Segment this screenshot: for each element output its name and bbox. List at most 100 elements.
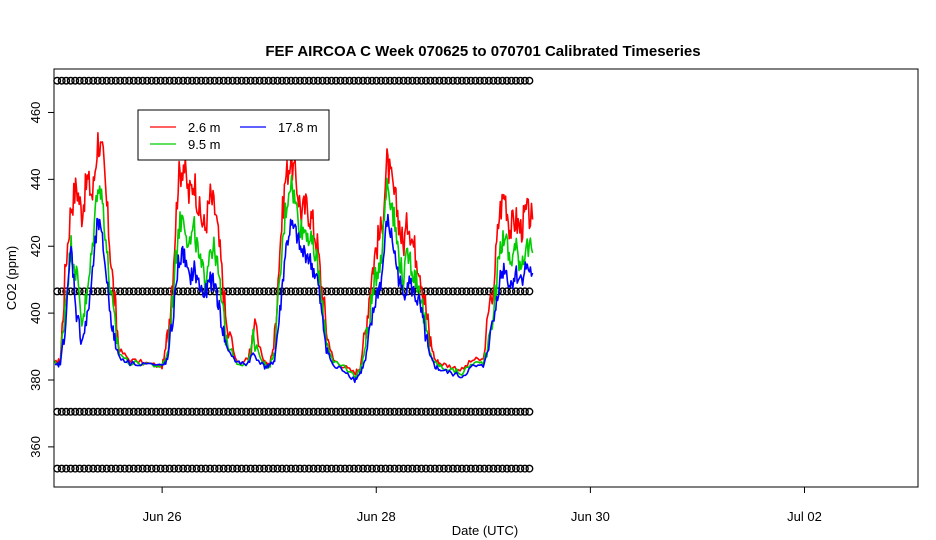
marker-point [484, 464, 493, 473]
marker-point [134, 287, 143, 296]
marker-point [228, 287, 237, 296]
marker-point [498, 407, 507, 416]
marker-point [457, 76, 466, 85]
marker-point [502, 287, 511, 296]
marker-point [435, 407, 444, 416]
marker-point [102, 464, 111, 473]
marker-point [359, 76, 368, 85]
marker-point [381, 76, 390, 85]
marker-point [147, 76, 156, 85]
y-tick-label: 420 [28, 235, 43, 257]
marker-point [120, 76, 129, 85]
marker-point [457, 407, 466, 416]
marker-point [57, 407, 66, 416]
marker-point [493, 76, 502, 85]
marker-point [224, 407, 233, 416]
marker-point [134, 407, 143, 416]
marker-point [233, 76, 242, 85]
x-tick-label: Jun 30 [571, 509, 610, 524]
marker-point [251, 464, 260, 473]
marker-point [525, 464, 534, 473]
marker-point [345, 464, 354, 473]
marker-point [305, 287, 314, 296]
marker-point [332, 287, 341, 296]
marker-point [318, 76, 327, 85]
marker-point [448, 464, 457, 473]
marker-point [80, 76, 89, 85]
marker-point [323, 407, 332, 416]
marker-point [197, 76, 206, 85]
marker-point [475, 464, 484, 473]
marker-point [116, 464, 125, 473]
marker-point [111, 76, 120, 85]
marker-point [237, 287, 246, 296]
marker-point [430, 407, 439, 416]
marker-point [287, 287, 296, 296]
marker-point [116, 287, 125, 296]
marker-point [493, 407, 502, 416]
marker-point [237, 407, 246, 416]
marker-point [71, 407, 80, 416]
marker-point [462, 76, 471, 85]
marker-point [525, 407, 534, 416]
marker-point [350, 76, 359, 85]
marker-point [435, 287, 444, 296]
marker-point [525, 287, 534, 296]
marker-point [156, 287, 165, 296]
marker-point [296, 287, 305, 296]
marker-point [453, 76, 462, 85]
marker-point [287, 407, 296, 416]
marker-point [332, 76, 341, 85]
marker-point [62, 464, 71, 473]
marker-point [255, 407, 264, 416]
marker-point [152, 287, 161, 296]
marker-point [170, 76, 179, 85]
marker-point [417, 76, 426, 85]
marker-point [192, 76, 201, 85]
marker-point [439, 407, 448, 416]
marker-point [484, 287, 493, 296]
marker-point [129, 464, 138, 473]
marker-point [57, 464, 66, 473]
marker-point [430, 464, 439, 473]
marker-point [462, 287, 471, 296]
marker-point [251, 76, 260, 85]
marker-point [71, 464, 80, 473]
marker-point [511, 407, 520, 416]
marker-point [80, 464, 89, 473]
marker-point [152, 76, 161, 85]
marker-point [314, 464, 323, 473]
marker-point [399, 464, 408, 473]
marker-point [332, 464, 341, 473]
marker-point [84, 287, 93, 296]
marker-point [525, 76, 534, 85]
marker-point [192, 407, 201, 416]
marker-point [372, 76, 381, 85]
marker-point [309, 464, 318, 473]
marker-point [93, 464, 102, 473]
marker-point [53, 407, 62, 416]
marker-point [255, 287, 264, 296]
marker-point [480, 464, 489, 473]
marker-point [386, 287, 395, 296]
marker-point [507, 287, 516, 296]
marker-point [75, 76, 84, 85]
marker-point [439, 76, 448, 85]
marker-point [224, 464, 233, 473]
marker-point [197, 407, 206, 416]
marker-point [426, 464, 435, 473]
marker-point [341, 76, 350, 85]
marker-point [471, 76, 480, 85]
marker-point [359, 464, 368, 473]
marker-point [53, 287, 62, 296]
marker-point [206, 464, 215, 473]
marker-point [404, 76, 413, 85]
marker-point [143, 464, 152, 473]
marker-point [269, 407, 278, 416]
marker-point [448, 407, 457, 416]
marker-point [147, 407, 156, 416]
marker-point [336, 76, 345, 85]
marker-point [520, 76, 529, 85]
marker-point [246, 407, 255, 416]
marker-point [264, 287, 273, 296]
